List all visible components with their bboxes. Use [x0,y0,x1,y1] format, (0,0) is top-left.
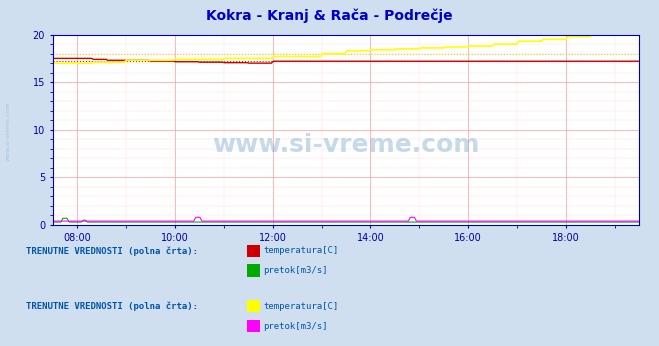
Text: Kokra - Kranj & Rača - Podrečje: Kokra - Kranj & Rača - Podrečje [206,9,453,23]
Text: temperatura[C]: temperatura[C] [264,246,339,255]
Text: pretok[m3/s]: pretok[m3/s] [264,322,328,331]
Text: www.si-vreme.com: www.si-vreme.com [212,133,480,157]
Text: TRENUTNE VREDNOSTI (polna črta):: TRENUTNE VREDNOSTI (polna črta): [26,246,198,256]
Text: www.si-vreme.com: www.si-vreme.com [5,102,11,161]
Text: pretok[m3/s]: pretok[m3/s] [264,266,328,275]
Text: temperatura[C]: temperatura[C] [264,302,339,311]
Text: TRENUTNE VREDNOSTI (polna črta):: TRENUTNE VREDNOSTI (polna črta): [26,301,198,311]
